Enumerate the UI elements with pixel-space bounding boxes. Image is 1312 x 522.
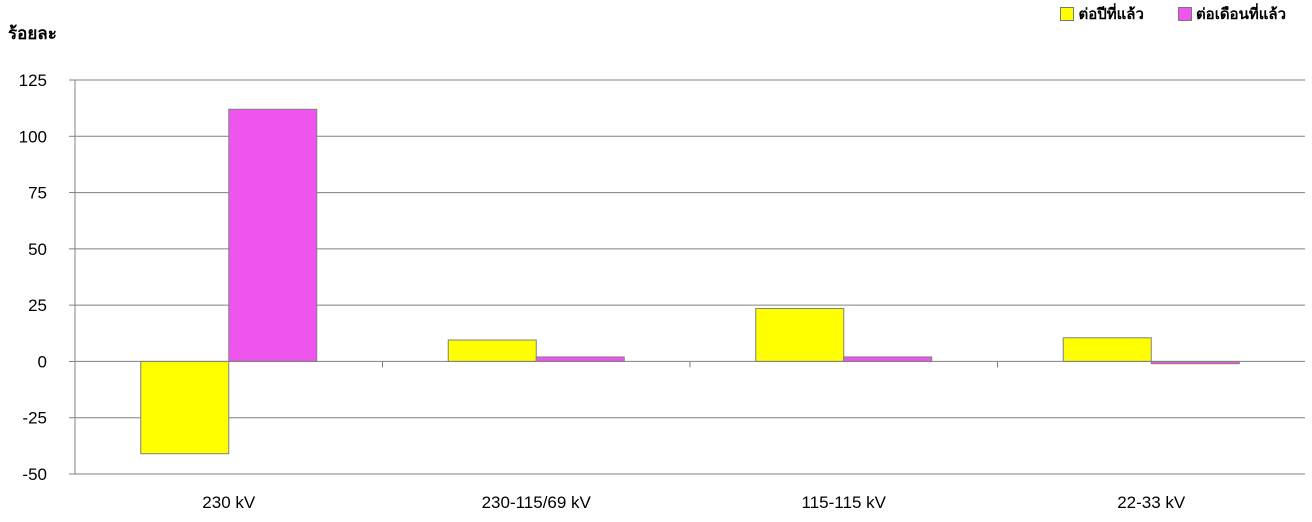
y-tick-label: -25 <box>22 409 47 428</box>
legend-swatch-monthly <box>1177 7 1192 21</box>
x-tick-label: 230-115/69 kV <box>482 493 592 512</box>
legend-item-yearly: ต่อปีที่แล้ว <box>1060 2 1144 26</box>
y-tick-label: 125 <box>19 71 47 90</box>
bar-monthly <box>535 356 625 362</box>
y-tick-label: 0 <box>38 352 47 371</box>
bar-yearly <box>755 308 845 362</box>
x-tick-label: 22-33 kV <box>1117 493 1186 512</box>
legend-label-monthly: ต่อเดือนที่แล้ว <box>1195 5 1286 23</box>
y-tick-label: -50 <box>22 465 47 484</box>
y-tick-label: 100 <box>19 127 47 146</box>
y-tick-label: 75 <box>28 184 47 203</box>
chart-legend: ต่อปีที่แล้ว ต่อเดือนที่แล้ว <box>1060 2 1286 26</box>
y-axis-title: ร้อยละ <box>8 24 57 44</box>
bar-yearly <box>140 360 230 455</box>
legend-label-yearly: ต่อปีที่แล้ว <box>1078 5 1144 23</box>
y-tick-label: 50 <box>28 240 47 259</box>
legend-swatch-yearly <box>1060 7 1075 21</box>
legend-item-monthly: ต่อเดือนที่แล้ว <box>1177 2 1286 26</box>
x-tick-label: 230 kV <box>202 493 256 512</box>
bar-monthly <box>843 356 933 362</box>
bar-yearly <box>1062 337 1152 362</box>
bar-monthly <box>228 108 318 362</box>
y-tick-label: 25 <box>28 296 47 315</box>
x-tick-label: 115-115 kV <box>802 493 887 512</box>
bar-yearly <box>447 339 537 362</box>
